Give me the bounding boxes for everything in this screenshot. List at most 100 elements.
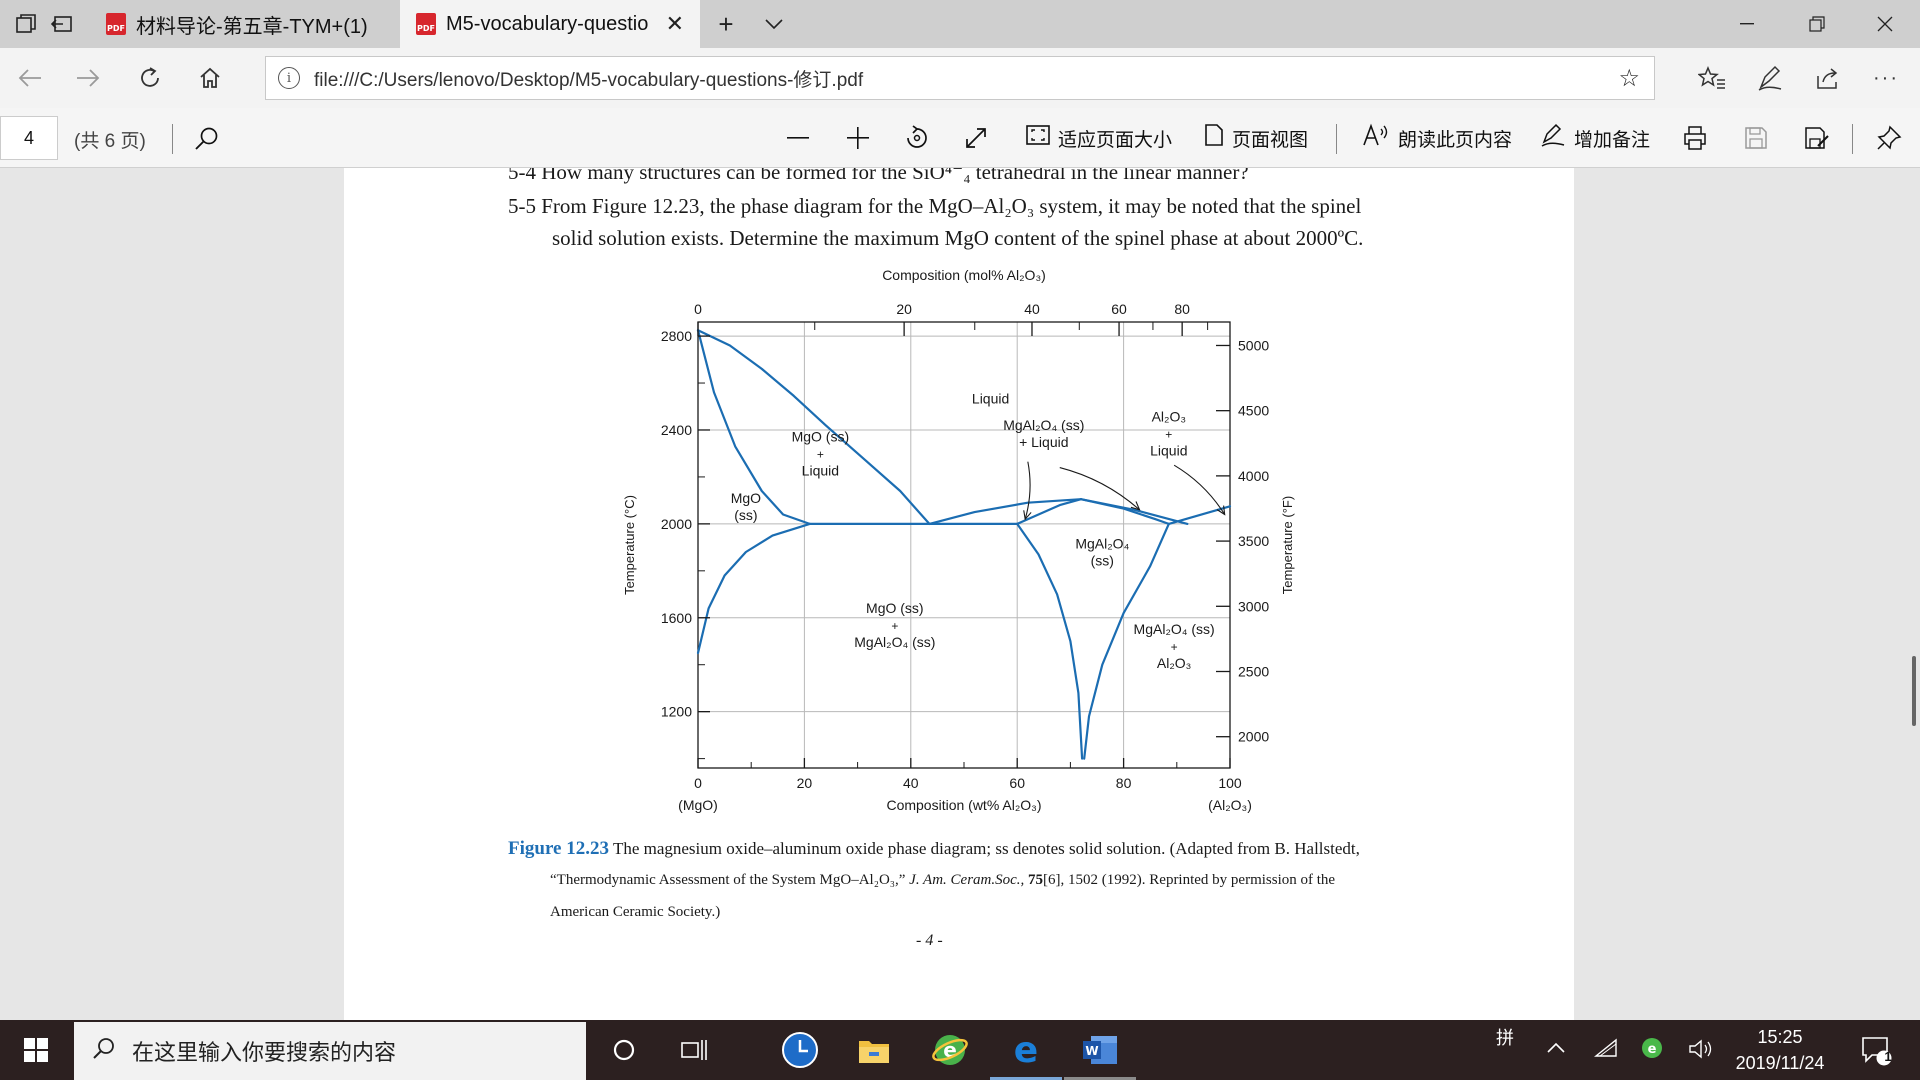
volume-icon[interactable] xyxy=(1688,1038,1714,1065)
note-pen-icon xyxy=(1540,122,1566,155)
info-icon[interactable]: i xyxy=(278,67,300,89)
caption-volume: 75 xyxy=(1024,872,1044,888)
question-5-4-cutoff: 5-4 How many structures can be formed fo… xyxy=(508,160,1249,184)
more-icon[interactable]: ··· xyxy=(1873,66,1899,89)
x-tick-label-top: 40 xyxy=(1024,301,1040,317)
save-as-icon[interactable] xyxy=(1804,122,1830,154)
fit-page-icon xyxy=(1026,124,1050,152)
phase-label: MgAl₂O₄ (ss) xyxy=(1003,417,1084,433)
boundary-eutectic-spinel-al2o3 xyxy=(1167,505,1232,525)
clock-app-icon[interactable] xyxy=(778,1030,822,1070)
caption-line2: “Thermodynamic Assessment of the System … xyxy=(550,872,1335,889)
rotate-icon[interactable] xyxy=(904,122,930,154)
word-icon[interactable]: W xyxy=(1078,1030,1122,1070)
tab-manager-icon[interactable] xyxy=(12,10,40,38)
document-area[interactable]: 5-4 How many structures can be formed fo… xyxy=(0,168,1920,1020)
url-field[interactable]: i file:///C:/Users/lenovo/Desktop/M5-voc… xyxy=(265,56,1655,100)
wifi-icon[interactable] xyxy=(1594,1038,1618,1063)
tray-chevron-icon[interactable] xyxy=(1546,1038,1566,1059)
ie-green-icon[interactable]: e xyxy=(928,1030,972,1070)
file-explorer-icon[interactable] xyxy=(852,1030,896,1070)
windows-start-icon[interactable] xyxy=(0,1020,72,1080)
tab-materials[interactable]: PDF 材料导论-第五章-TYM+(1) xyxy=(90,0,396,48)
x-tick-label-top: 0 xyxy=(694,301,702,317)
pen-icon[interactable] xyxy=(1754,62,1786,94)
phase-label: (ss) xyxy=(734,507,757,523)
add-note-button[interactable]: 增加备注 xyxy=(1540,122,1650,154)
boundary-spinel-solvus-left xyxy=(1016,522,1084,760)
edge-icon[interactable]: e xyxy=(1004,1030,1048,1070)
restore-icon[interactable] xyxy=(1782,0,1852,48)
taskbar-search[interactable]: 在这里输入你要搜索的内容 xyxy=(74,1022,586,1080)
caption-line3: American Ceramic Society.) xyxy=(550,904,721,920)
x-tick-label-top: 60 xyxy=(1111,301,1127,317)
notification-icon[interactable]: 1 xyxy=(1860,1034,1892,1066)
x-tick-label-bottom: 40 xyxy=(903,775,919,791)
window-close-icon[interactable] xyxy=(1850,0,1920,48)
toolbar-divider xyxy=(1336,124,1337,154)
home-icon[interactable] xyxy=(194,62,226,94)
phase-label: + xyxy=(891,619,898,633)
find-icon[interactable] xyxy=(194,122,220,154)
fit-page-button[interactable]: 适应页面大小 xyxy=(1026,122,1172,154)
set-aside-icon[interactable] xyxy=(48,10,76,38)
boundary-spinel-solidus-left xyxy=(1016,498,1083,525)
address-bar-row: i file:///C:/Users/lenovo/Desktop/M5-voc… xyxy=(0,48,1920,108)
refresh-icon[interactable] xyxy=(134,62,166,94)
minimize-icon[interactable] xyxy=(1712,0,1782,48)
ime-indicator[interactable]: 拼 xyxy=(1496,1028,1514,1048)
url-text: file:///C:/Users/lenovo/Desktop/M5-vocab… xyxy=(314,69,864,91)
y-tick-label-left: 2000 xyxy=(661,516,692,532)
fullscreen-icon[interactable] xyxy=(964,122,988,154)
y-tick-label-left: 1600 xyxy=(661,610,692,626)
pin-toolbar-icon[interactable] xyxy=(1876,122,1902,154)
leader-line xyxy=(1059,467,1140,511)
bottom-right-end-label: (Al₂O₃) xyxy=(1208,797,1252,813)
clock-date: 2019/11/24 xyxy=(1735,1053,1825,1073)
page-footer: - 4 - xyxy=(916,932,943,949)
y-tick-label-right: 3500 xyxy=(1238,533,1269,549)
forward-icon[interactable] xyxy=(72,62,104,94)
page-view-button[interactable]: 页面视图 xyxy=(1204,122,1308,154)
cortana-icon[interactable] xyxy=(602,1030,646,1070)
left-axis-title: Temperature (°C) xyxy=(622,495,637,595)
y-tick-label-right: 2000 xyxy=(1238,729,1269,745)
zoom-out-icon[interactable] xyxy=(786,122,810,154)
caption-line2-part-a: “Thermodynamic Assessment of the System … xyxy=(550,872,910,888)
green-tray-icon[interactable]: e xyxy=(1640,1036,1664,1065)
phase-label: MgAl₂O₄ (ss) xyxy=(1134,621,1215,637)
read-aloud-button[interactable]: 朗读此页内容 xyxy=(1362,122,1512,154)
page-view-label: 页面视图 xyxy=(1232,129,1309,151)
boundary-spinel-liquidus-left xyxy=(928,498,1083,525)
boundary-spinel-solidus-right xyxy=(1079,498,1170,525)
pdf-toolbar: 4 (共 6 页) 适应页面大小 页面视图 朗读此页内容 增加备注 xyxy=(0,108,1920,168)
star-icon[interactable]: ☆ xyxy=(1618,64,1640,92)
share-icon[interactable] xyxy=(1812,62,1844,94)
close-icon[interactable]: ✕ xyxy=(665,11,684,36)
save-icon[interactable] xyxy=(1744,122,1768,154)
phase-label: + Liquid xyxy=(1019,434,1068,450)
y-tick-label-left: 2400 xyxy=(661,422,692,438)
tab-vocabulary[interactable]: PDF M5-vocabulary-questio ✕ xyxy=(400,0,700,48)
caption-line1: The magnesium oxide–aluminum oxide phase… xyxy=(612,839,1360,858)
back-icon[interactable] xyxy=(14,62,46,94)
leader-arrowhead xyxy=(1130,501,1141,511)
zoom-in-icon[interactable] xyxy=(846,122,870,154)
phase-label: + xyxy=(1171,640,1178,654)
bottom-axis-title: Composition (wt% Al₂O₃) xyxy=(886,797,1041,813)
chevron-down-icon[interactable] xyxy=(760,10,788,38)
toolbar-divider xyxy=(1852,124,1853,154)
phase-boundaries xyxy=(696,329,1232,760)
phase-label: Liquid xyxy=(972,390,1009,406)
favorites-icon[interactable] xyxy=(1696,62,1728,94)
print-icon[interactable] xyxy=(1682,122,1708,154)
new-tab-icon[interactable]: + xyxy=(718,8,734,39)
fit-page-label: 适应页面大小 xyxy=(1058,129,1173,151)
y-tick-label-right: 4500 xyxy=(1238,403,1269,419)
vertical-scrollbar[interactable] xyxy=(1912,656,1916,726)
system-clock[interactable]: 15:25 2019/11/24 xyxy=(1715,1024,1845,1076)
task-view-icon[interactable] xyxy=(672,1030,716,1070)
page-number-input[interactable]: 4 xyxy=(0,116,58,160)
phase-label: (ss) xyxy=(1091,553,1114,569)
phase-label: MgO xyxy=(731,490,761,506)
